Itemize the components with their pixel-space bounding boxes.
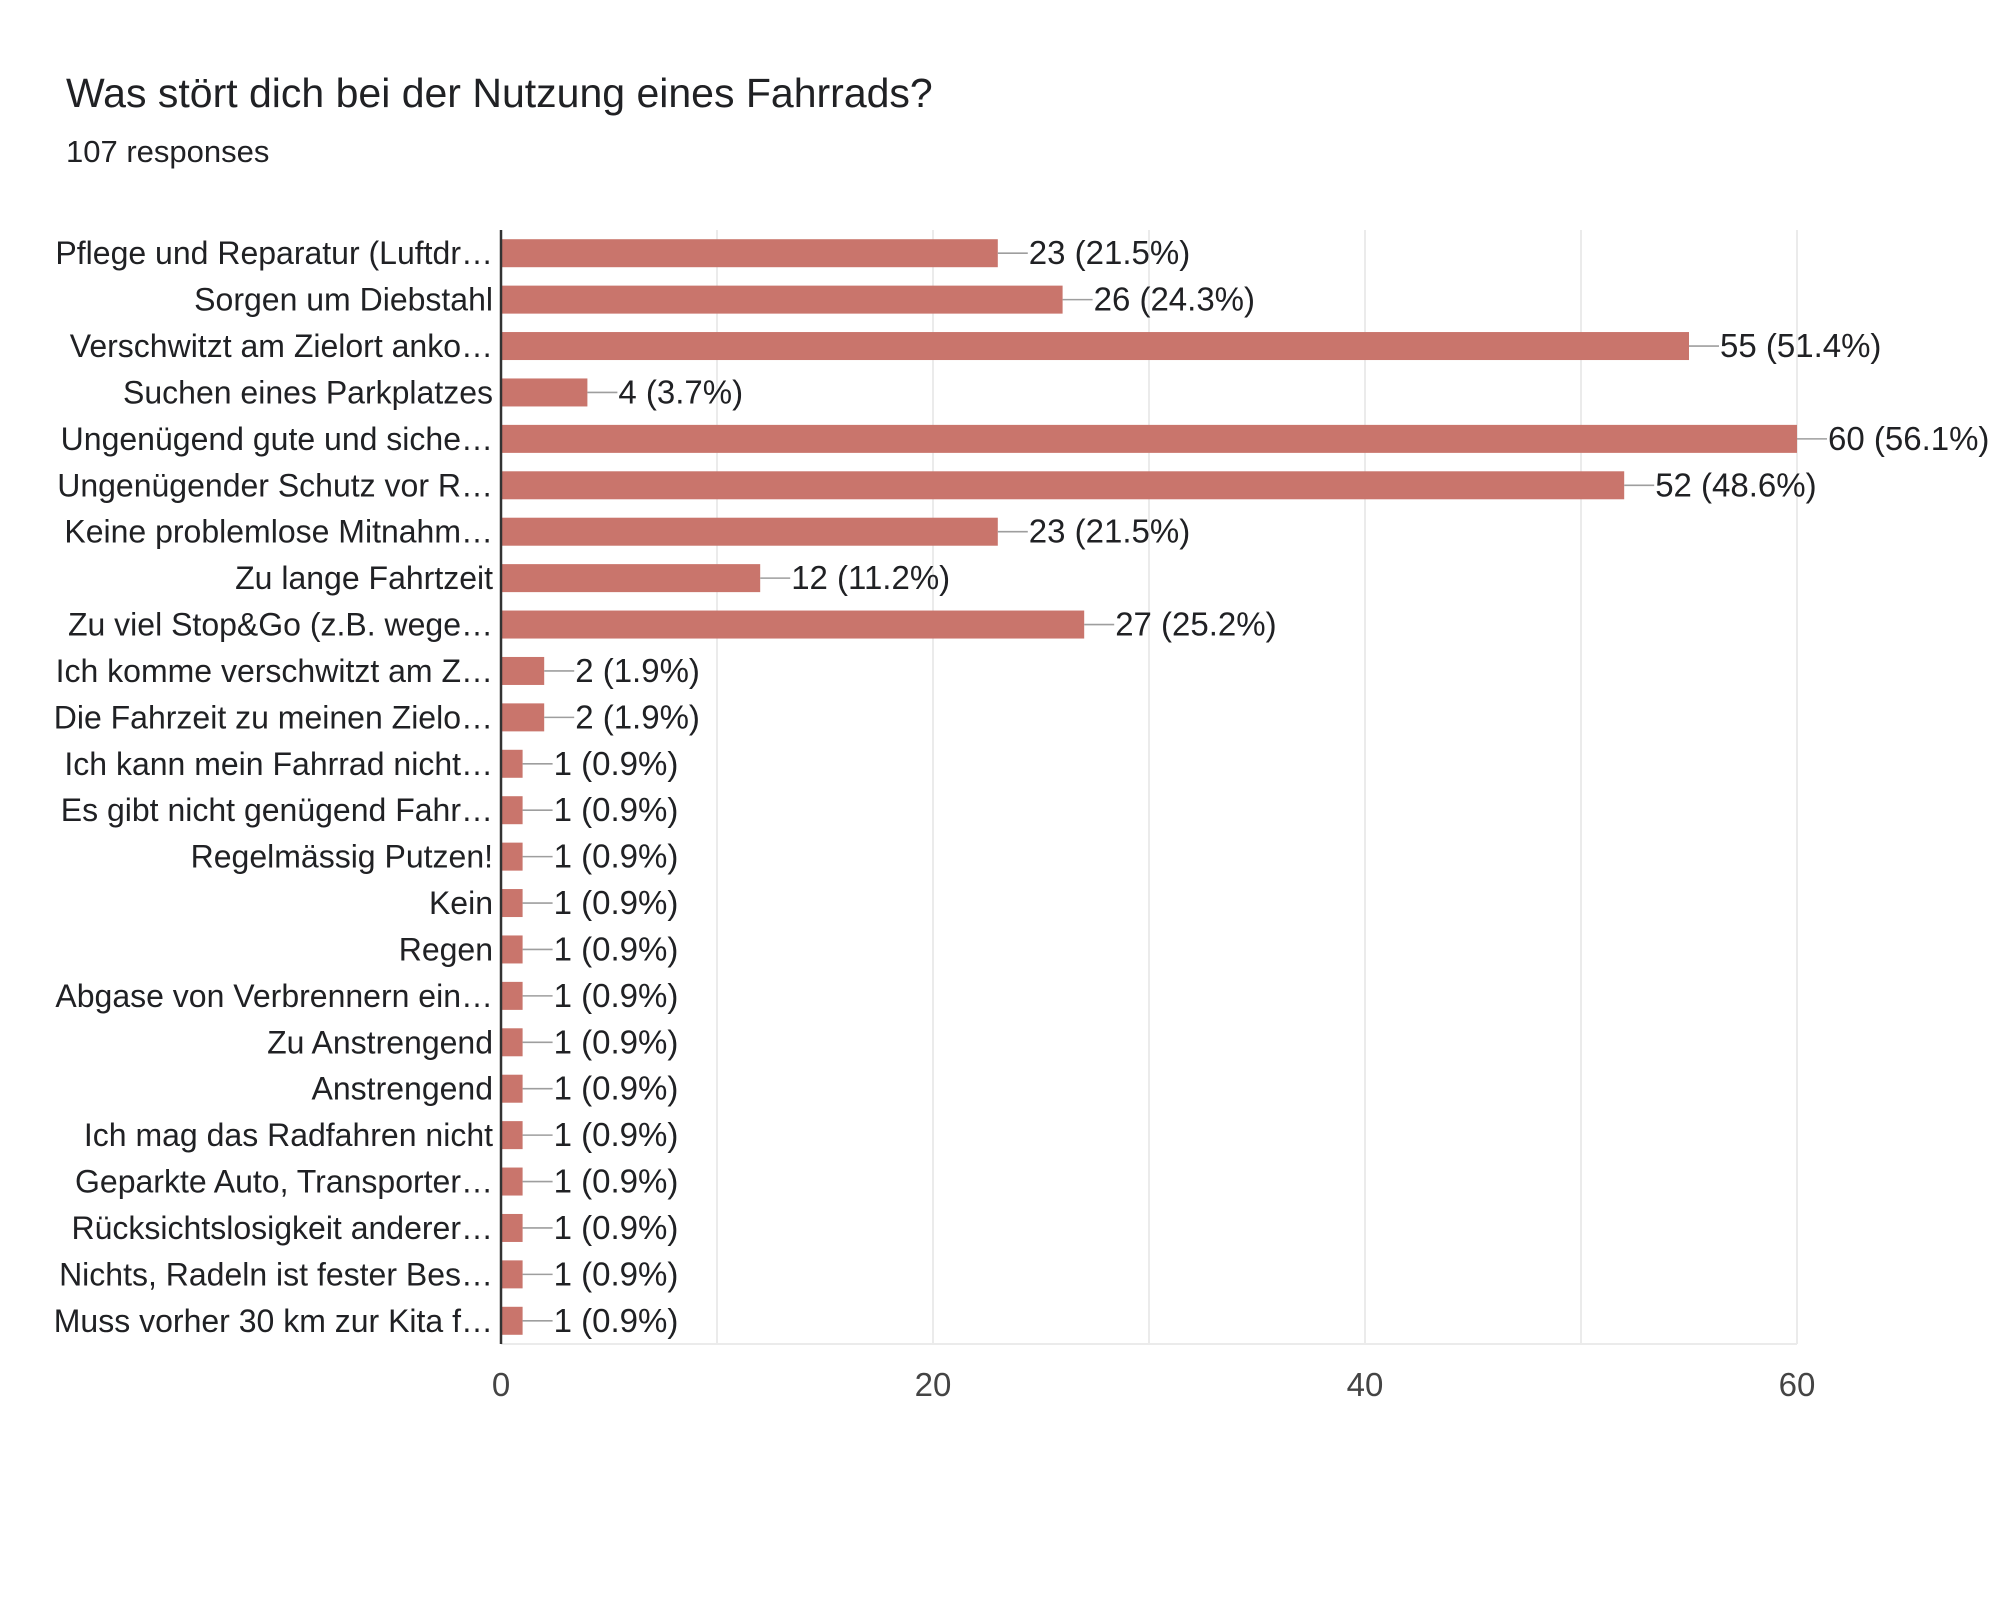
data-label: 1 (0.9%): [554, 1302, 679, 1339]
x-tick-label: 0: [492, 1366, 510, 1403]
bar: [501, 1260, 523, 1289]
data-label: 1 (0.9%): [554, 1023, 679, 1060]
bar: [501, 1121, 523, 1150]
x-tick-label: 60: [1779, 1366, 1816, 1403]
data-label: 1 (0.9%): [554, 930, 679, 967]
x-tick-label: 20: [915, 1366, 952, 1403]
bar: [501, 332, 1689, 361]
data-label: 1 (0.9%): [554, 1209, 679, 1246]
bar: [501, 981, 523, 1010]
category-label: Suchen eines Parkplatzes: [123, 374, 493, 410]
bar: [501, 1028, 523, 1057]
bar: [501, 471, 1625, 500]
category-label: Nichts, Radeln ist fester Bes…: [59, 1256, 493, 1292]
data-label: 55 (51.4%): [1720, 327, 1881, 364]
bar: [501, 1213, 523, 1242]
category-label: Rücksichtslosigkeit anderer…: [72, 1210, 494, 1246]
category-label: Regen: [399, 931, 493, 967]
bar: [501, 564, 761, 593]
category-label: Es gibt nicht genügend Fahr…: [61, 792, 493, 828]
data-label: 2 (1.9%): [575, 698, 700, 735]
bar: [501, 239, 998, 268]
data-label: 1 (0.9%): [554, 1163, 679, 1200]
data-label: 27 (25.2%): [1115, 606, 1276, 643]
data-label: 1 (0.9%): [554, 791, 679, 828]
bar: [501, 424, 1797, 453]
category-label: Ungenügender Schutz vor R…: [57, 467, 493, 503]
bar: [501, 796, 523, 825]
data-label: 52 (48.6%): [1655, 466, 1816, 503]
category-label: Keine problemlose Mitnahm…: [64, 514, 493, 550]
category-label: Zu viel Stop&Go (z.B. wege…: [68, 607, 493, 643]
bar: [501, 1074, 523, 1103]
bar: [501, 378, 588, 407]
data-label: 1 (0.9%): [554, 1255, 679, 1292]
category-label: Anstrengend: [312, 1071, 493, 1107]
data-label: 1 (0.9%): [554, 977, 679, 1014]
data-label: 12 (11.2%): [791, 559, 950, 596]
data-label: 4 (3.7%): [618, 373, 743, 410]
data-label: 2 (1.9%): [575, 652, 700, 689]
data-label: 60 (56.1%): [1828, 420, 1989, 457]
category-label: Ich mag das Radfahren nicht: [84, 1117, 493, 1153]
category-label: Sorgen um Diebstahl: [194, 282, 493, 318]
bar: [501, 935, 523, 964]
x-tick-label: 40: [1347, 1366, 1384, 1403]
chart-title: Was stört dich bei der Nutzung eines Fah…: [66, 70, 933, 116]
category-label: Ungenügend gute und siche…: [61, 421, 493, 457]
category-label: Zu lange Fahrtzeit: [235, 560, 493, 596]
bar: [501, 889, 523, 918]
bar: [501, 842, 523, 871]
category-label: Pflege und Reparatur (Luftdr…: [55, 235, 493, 271]
bar: [501, 517, 998, 546]
bar: [501, 1167, 523, 1196]
bar: [501, 656, 545, 685]
bar: [501, 749, 523, 778]
category-label: Regelmässig Putzen!: [191, 839, 493, 875]
category-label: Ich kann mein Fahrrad nicht…: [64, 746, 493, 782]
bar: [501, 1306, 523, 1335]
bar: [501, 285, 1063, 314]
category-label: Muss vorher 30 km zur Kita f…: [54, 1303, 493, 1339]
bar: [501, 703, 545, 732]
data-label: 1 (0.9%): [554, 884, 679, 921]
data-label: 1 (0.9%): [554, 1070, 679, 1107]
response-count: 107 responses: [66, 134, 270, 169]
category-label: Abgase von Verbrennern ein…: [55, 978, 493, 1014]
category-label: Geparkte Auto, Transporter…: [75, 1164, 493, 1200]
data-label: 1 (0.9%): [554, 1116, 679, 1153]
data-label: 1 (0.9%): [554, 745, 679, 782]
category-label: Zu Anstrengend: [267, 1024, 493, 1060]
data-label: 26 (24.3%): [1094, 281, 1255, 318]
category-label: Die Fahrzeit zu meinen Zielo…: [54, 699, 493, 735]
category-label: Kein: [429, 885, 493, 921]
category-label: Ich komme verschwitzt am Z…: [56, 653, 493, 689]
category-label: Verschwitzt am Zielort anko…: [70, 328, 493, 364]
data-label: 1 (0.9%): [554, 838, 679, 875]
data-label: 23 (21.5%): [1029, 513, 1190, 550]
data-label: 23 (21.5%): [1029, 234, 1190, 271]
bar: [501, 610, 1085, 639]
